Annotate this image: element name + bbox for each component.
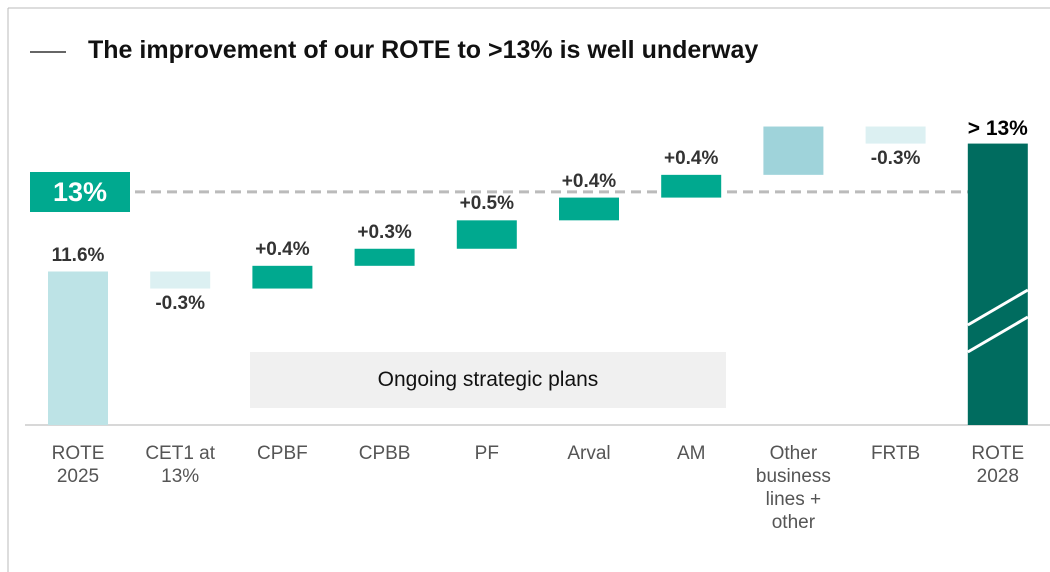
bar — [967, 143, 1028, 426]
x-tick-label: AM — [676, 443, 706, 464]
value-label: +0.3% — [357, 221, 412, 243]
x-tick-label: Arval — [567, 443, 611, 464]
x-tick-label: CPBF — [257, 443, 308, 464]
x-tick-label: CET1 at 13% — [145, 443, 216, 487]
chart-title: The improvement of our ROTE to >13% is w… — [88, 36, 759, 64]
bar — [252, 265, 313, 289]
bar — [661, 174, 722, 198]
annotation: Ongoing strategic plans — [250, 352, 726, 408]
bar — [559, 197, 619, 221]
bar — [48, 271, 108, 425]
value-label: +0.4% — [255, 238, 310, 260]
value-label: > 13% — [967, 116, 1028, 140]
x-tick-label: PF — [474, 443, 499, 464]
value-label: +0.4% — [561, 170, 617, 192]
bar — [456, 220, 517, 249]
bar — [763, 126, 824, 175]
x-tick-label: ROTE 2028 — [971, 443, 1025, 487]
value-label: -0.3% — [155, 292, 205, 314]
bar — [865, 126, 926, 144]
value-label: +0.4% — [663, 147, 719, 169]
bar — [354, 248, 415, 266]
value-label: +0.5% — [459, 193, 514, 215]
x-tick-label: ROTE 2025 — [51, 443, 105, 487]
value-label: 11.6% — [51, 244, 105, 266]
bar — [150, 271, 211, 289]
reference-label: 13% — [30, 171, 130, 212]
axis-break — [967, 315, 1029, 354]
x-tick-label: Other business lines + other — [755, 443, 831, 533]
x-tick-label: CPBB — [358, 443, 411, 464]
value-label: -0.3% — [870, 147, 921, 169]
axis-break — [967, 288, 1029, 327]
x-tick-label: FRTB — [870, 443, 921, 464]
